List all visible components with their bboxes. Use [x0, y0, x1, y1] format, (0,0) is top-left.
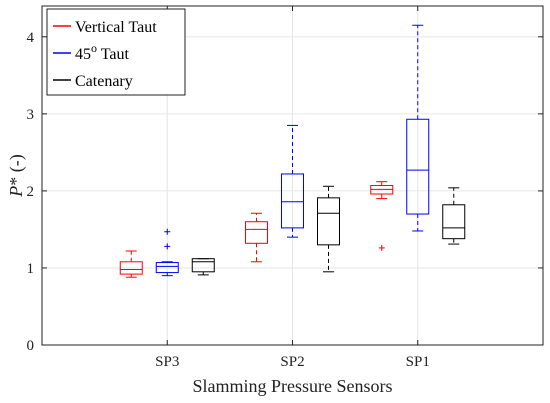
outlier-marker	[378, 244, 385, 251]
legend-label: Vertical Taut	[75, 19, 157, 36]
x-axis-label: Slamming Pressure Sensors	[193, 376, 393, 396]
box	[191, 258, 215, 276]
y-axis-label: P* (-)	[6, 154, 27, 197]
box-iqr	[317, 197, 340, 246]
box	[442, 187, 466, 245]
box-iqr	[406, 118, 430, 215]
y-tick-label: 2	[27, 184, 35, 200]
box	[245, 212, 268, 263]
legend-label: Catenary	[75, 73, 133, 90]
y-label-rest: * (-)	[6, 154, 27, 185]
legend-item: Catenary	[53, 73, 133, 90]
box-iqr	[119, 261, 143, 275]
box	[281, 124, 304, 238]
outlier-marker	[164, 228, 171, 235]
box-iqr	[281, 173, 304, 229]
legend-label: 45o Taut	[75, 41, 129, 63]
series-vertical-taut	[119, 181, 394, 278]
x-tick-label: SP3	[155, 354, 179, 370]
legend-label-rest: Taut	[97, 46, 129, 63]
boxplot-series	[119, 24, 466, 278]
box	[406, 24, 430, 232]
box	[119, 250, 143, 278]
legend: Vertical Taut 45o Taut Catenary	[46, 8, 186, 96]
outlier-marker	[164, 243, 171, 250]
box-iqr	[245, 221, 268, 244]
box	[155, 228, 179, 277]
x-tick-label: SP1	[406, 354, 430, 370]
y-tick-label: 0	[27, 338, 35, 354]
y-axis-ticks: 0 1 2 3 4	[27, 30, 543, 354]
box-iqr	[191, 258, 215, 273]
box-iqr	[442, 204, 466, 240]
series-catenary	[191, 185, 466, 276]
legend-item: Vertical Taut	[53, 19, 157, 36]
series-45-taut	[155, 24, 430, 277]
box	[317, 185, 340, 273]
y-tick-label: 1	[27, 261, 35, 277]
y-tick-label: 4	[27, 30, 35, 46]
y-label-symbol: P	[6, 186, 26, 198]
y-tick-label: 3	[27, 107, 35, 123]
legend-item: 45o Taut	[53, 41, 129, 63]
legend-label-sup: o	[91, 41, 97, 55]
legend-label-main: 45	[75, 46, 91, 63]
x-tick-label: SP2	[280, 354, 304, 370]
box-iqr	[155, 262, 179, 274]
box	[370, 181, 394, 251]
x-axis-ticks: SP3 SP2 SP1	[155, 6, 430, 370]
